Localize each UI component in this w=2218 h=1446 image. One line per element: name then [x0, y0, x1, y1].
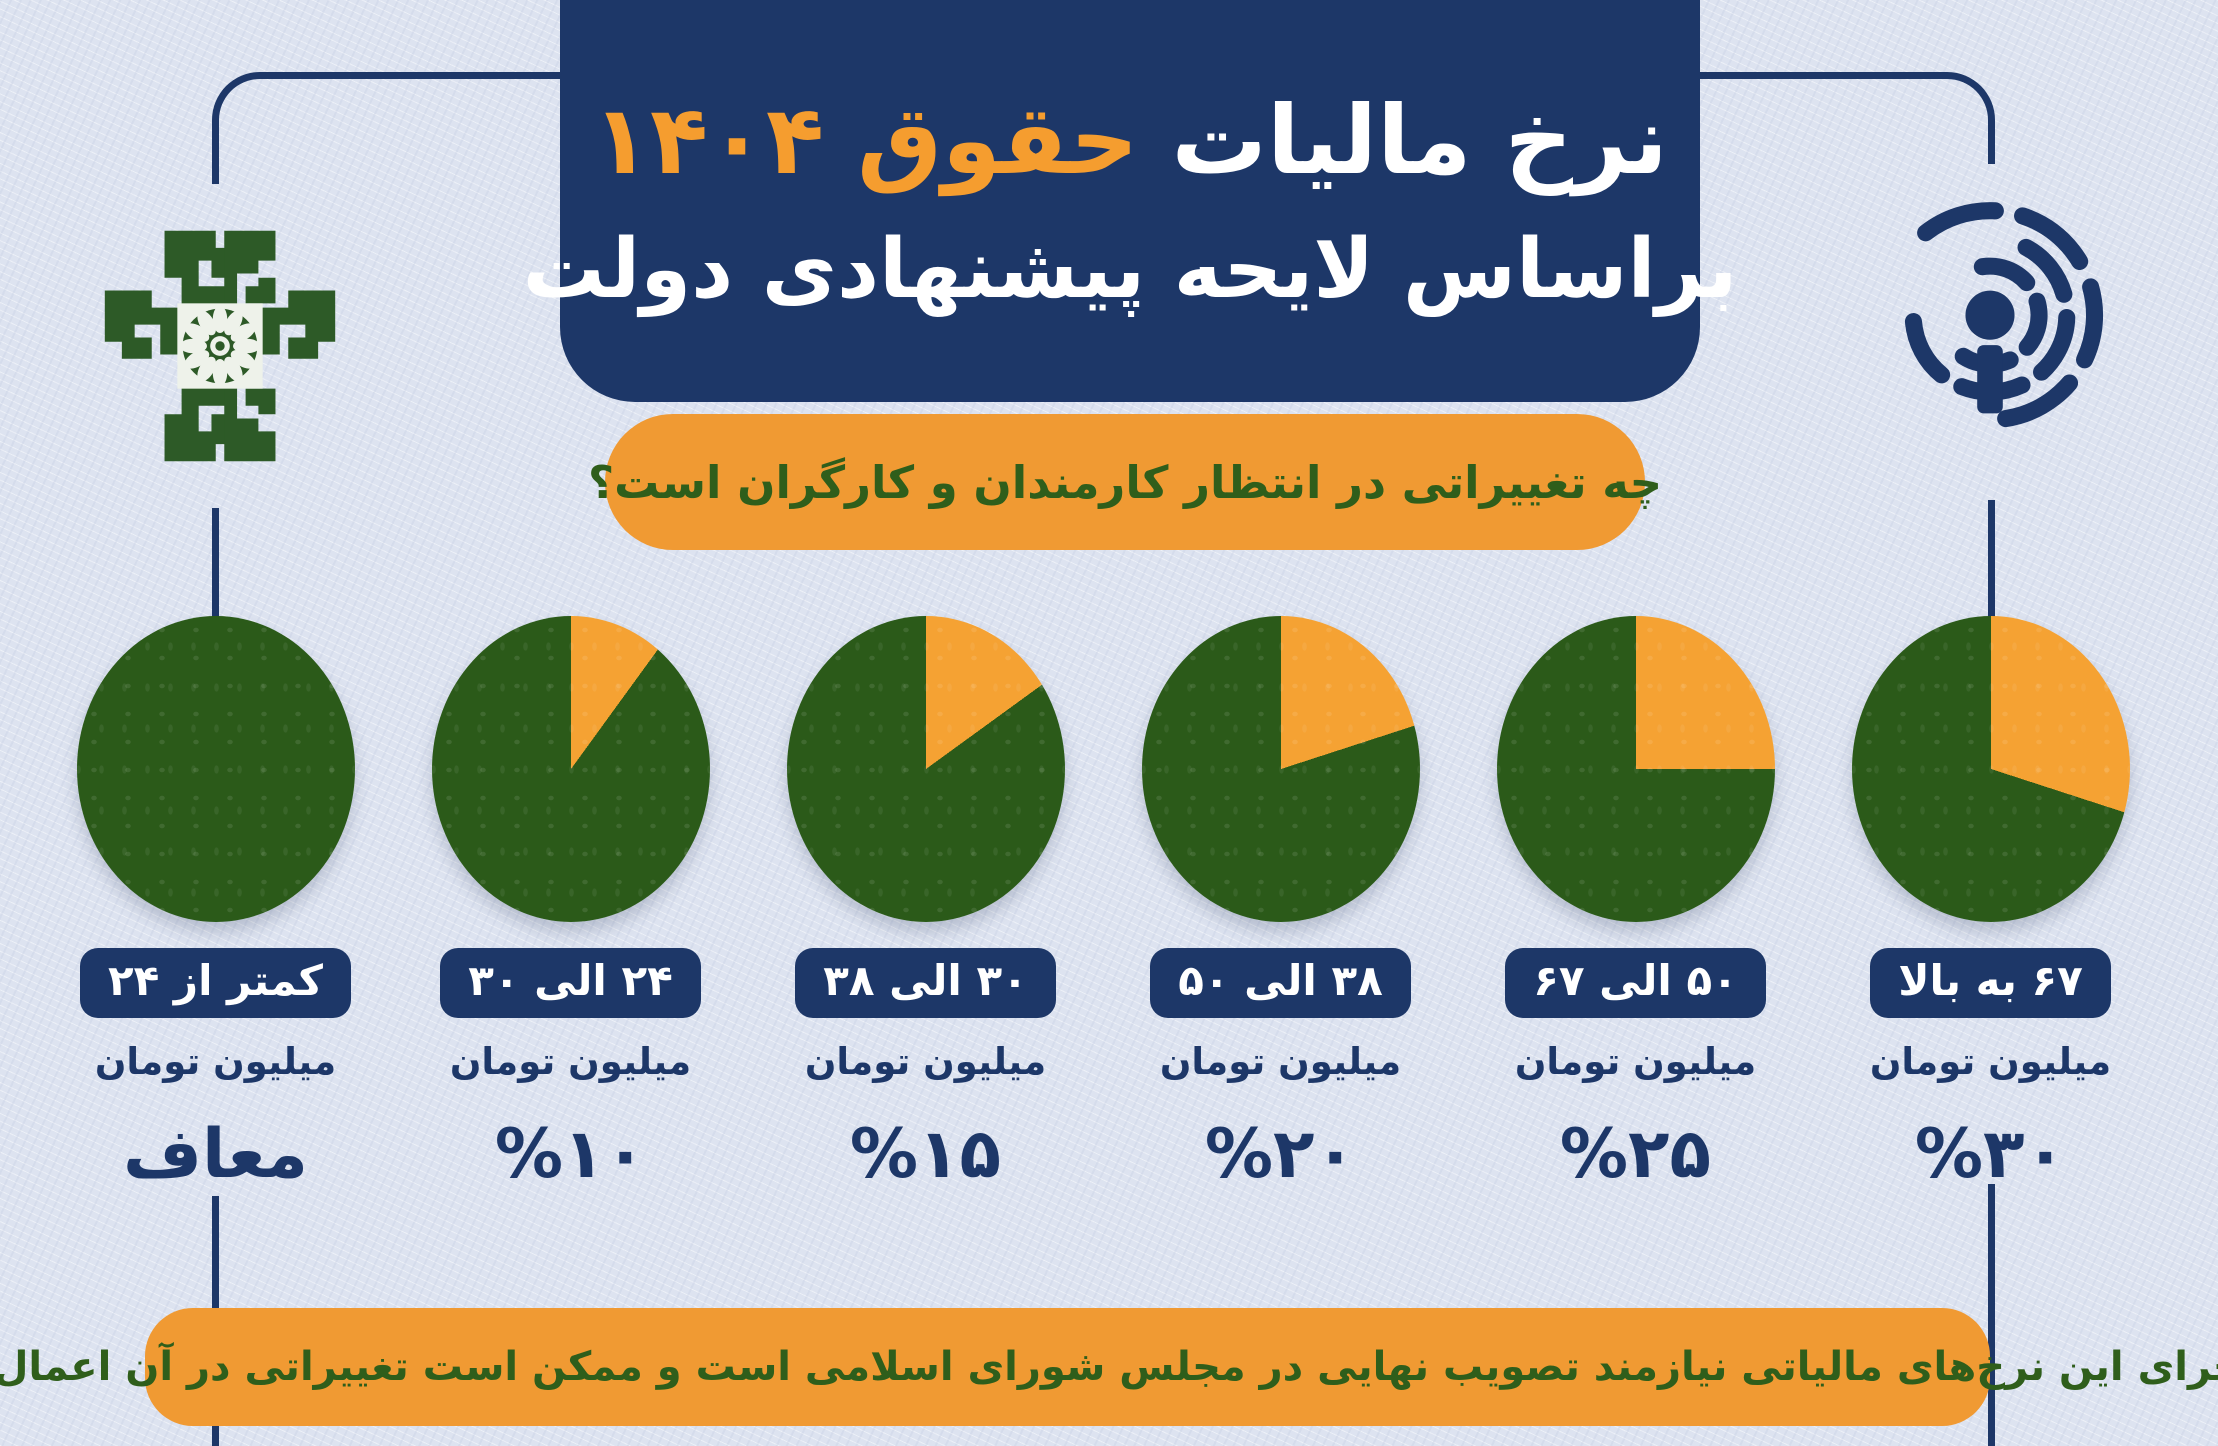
tax-bracket-column-5: ۵۰ الی ۶۷ میلیون تومان %۲۵ [1458, 616, 1813, 1189]
tax-bracket-column-3: ۳۰ الی ۳۸ میلیون تومان %۱۵ [748, 616, 1103, 1189]
tax-rate-value: %۲۵ [1559, 1115, 1712, 1194]
tax-bracket-column-1: کمتر از ۲۴ میلیون تومان معاف [38, 616, 393, 1189]
title-line-2: براساس لایحه پیشنهادی دولت [522, 221, 1738, 317]
unit-label: میلیون تومان [1159, 1040, 1402, 1083]
frame-bracket-top-right [1700, 72, 1995, 164]
pie-chart-bracket-6 [1851, 616, 2130, 922]
unit-label: میلیون تومان [449, 1040, 692, 1083]
tax-bracket-column-6: ۶۷ به بالا میلیون تومان %۳۰ [1813, 616, 2168, 1189]
unit-label: میلیون تومان [804, 1040, 1047, 1083]
unit-label: میلیون تومان [1514, 1040, 1757, 1083]
pie-chart-bracket-5 [1496, 616, 1775, 922]
title-line-1: نرخ مالیات حقوق ۱۴۰۴ [592, 86, 1668, 196]
income-range-badge: ۳۸ الی ۵۰ [1150, 948, 1411, 1018]
pie-chart-bracket-3 [786, 616, 1065, 922]
title-text-orange: حقوق ۱۴۰۴ [592, 85, 1139, 196]
income-range-badge: ۳۰ الی ۳۸ [795, 948, 1056, 1018]
frame-line-bottom-right [1988, 1184, 1995, 1446]
income-range-badge: ۵۰ الی ۶۷ [1505, 948, 1766, 1018]
footer-note-text: اجرای این نرخ‌های مالیاتی نیازمند تصویب … [0, 1344, 2218, 1390]
income-range-badge: ۲۴ الی ۳۰ [440, 948, 701, 1018]
tax-rate-value: %۱۰ [494, 1115, 647, 1194]
frame-bracket-top-left [212, 72, 560, 184]
question-banner: چه تغییراتی در انتظار کارمندان و کارگران… [588, 414, 1662, 550]
pie-chart-row: کمتر از ۲۴ میلیون تومان معاف ۲۴ الی ۳۰ م… [38, 616, 2168, 1189]
radio-broadcast-logo-icon [1876, 202, 2104, 429]
unit-label: میلیون تومان [1869, 1040, 2112, 1083]
tax-administration-logo-icon [104, 230, 336, 462]
title-text-white: نرخ مالیات [1171, 85, 1668, 196]
question-text: چه تغییراتی در انتظار کارمندان و کارگران… [588, 455, 1662, 509]
income-range-badge: کمتر از ۲۴ [80, 948, 351, 1018]
pie-chart-bracket-1 [76, 616, 355, 922]
unit-label: میلیون تومان [94, 1040, 337, 1083]
income-range-badge: ۶۷ به بالا [1870, 948, 2111, 1018]
pie-chart-bracket-4 [1141, 616, 1420, 922]
tax-bracket-column-2: ۲۴ الی ۳۰ میلیون تومان %۱۰ [393, 616, 748, 1189]
pie-chart-bracket-2 [431, 616, 710, 922]
tax-rate-value: %۱۵ [849, 1115, 1002, 1194]
title-banner: نرخ مالیات حقوق ۱۴۰۴ براساس لایحه پیشنها… [523, 0, 1737, 402]
connector-line-left-logo-to-pie [212, 508, 219, 624]
tax-rate-value: %۳۰ [1914, 1115, 2067, 1194]
tax-bracket-column-4: ۳۸ الی ۵۰ میلیون تومان %۲۰ [1103, 616, 1458, 1189]
tax-rate-value: معاف [122, 1115, 308, 1194]
tax-rate-value: %۲۰ [1204, 1115, 1357, 1194]
connector-line-right-logo-to-pie [1988, 500, 1995, 622]
footer-note-banner: اجرای این نرخ‌های مالیاتی نیازمند تصویب … [0, 1308, 2218, 1426]
